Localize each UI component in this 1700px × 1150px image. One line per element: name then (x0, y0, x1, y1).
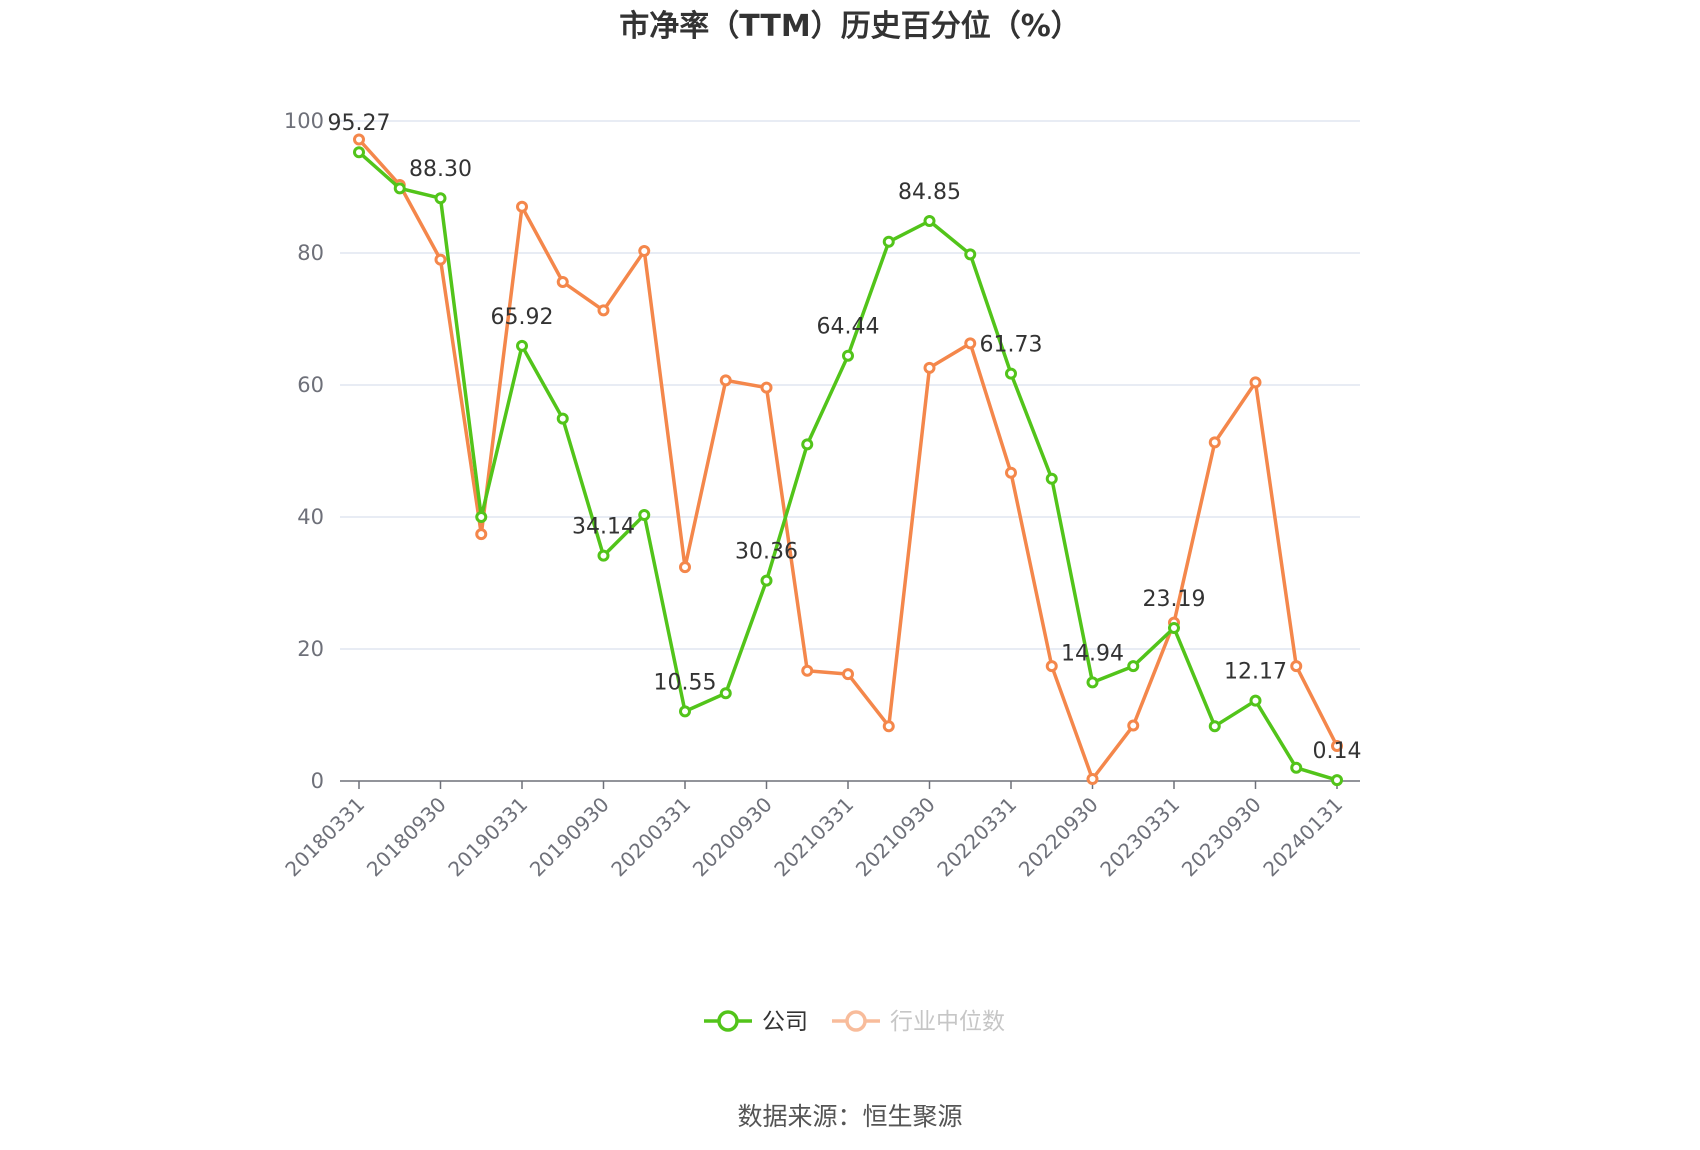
point-company[interactable] (1290, 761, 1303, 774)
point-company[interactable] (719, 687, 732, 700)
point-industry[interactable] (516, 200, 528, 213)
point-company[interactable] (1208, 720, 1221, 733)
data-label: 88.30 (409, 157, 472, 182)
data-label: 12.17 (1224, 660, 1287, 685)
point-industry[interactable] (1045, 660, 1058, 673)
data-label: 64.44 (817, 315, 880, 340)
x-tick-label: 20240131 (1258, 792, 1347, 881)
point-industry[interactable] (597, 304, 610, 317)
x-tick-label: 20200930 (688, 792, 777, 881)
point-industry[interactable] (1331, 740, 1343, 753)
point-company[interactable] (597, 549, 610, 562)
data-label: 30.36 (735, 540, 798, 565)
x-tick-label: 20210331 (769, 792, 858, 881)
legend-marker (717, 1010, 739, 1032)
point-industry[interactable] (1086, 773, 1099, 786)
point-industry[interactable] (842, 668, 854, 681)
point-company[interactable] (638, 509, 651, 522)
y-tick-label: 40 (297, 505, 324, 529)
point-industry[interactable] (964, 337, 977, 350)
point-company[interactable] (882, 235, 895, 248)
point-company[interactable] (353, 146, 365, 159)
legend-label: 行业中位数 (890, 1009, 1005, 1035)
point-industry[interactable] (760, 381, 773, 394)
point-company[interactable] (516, 339, 528, 352)
data-labels: 95.27 88.30 65.92 34.14 10.55 30.36 64.44 84.85… (328, 111, 1362, 764)
point-company[interactable] (1045, 472, 1058, 485)
legend-item-company[interactable]: 公司 (704, 1009, 808, 1035)
data-label: 23.19 (1143, 587, 1206, 612)
point-company[interactable] (1331, 774, 1343, 787)
x-tick-label: 20210930 (851, 792, 940, 881)
point-industry[interactable] (801, 664, 814, 677)
x-tick-label: 20230930 (1177, 792, 1266, 881)
data-label: 14.94 (1061, 641, 1124, 666)
x-tick-label: 20220331 (932, 792, 1021, 881)
y-tick-label: 0 (311, 769, 324, 793)
data-label: 84.85 (898, 180, 961, 205)
point-industry[interactable] (719, 374, 732, 387)
point-industry[interactable] (882, 720, 895, 733)
series-line-industry (357, 138, 1339, 781)
chart-title: 市净率（TTM）历史百分位（%） (619, 9, 1081, 44)
y-axis: 0 20 40 60 80 100 (284, 109, 324, 793)
point-industry[interactable] (923, 361, 936, 374)
y-tick-label: 20 (297, 637, 324, 661)
point-company[interactable] (1127, 660, 1140, 673)
point-company[interactable] (393, 182, 406, 195)
point-company[interactable] (923, 214, 936, 227)
x-tick-label: 20220930 (1014, 792, 1103, 881)
point-company[interactable] (679, 705, 691, 718)
data-label: 61.73 (980, 333, 1043, 358)
point-company[interactable] (1168, 621, 1180, 634)
series-line-company (357, 150, 1338, 782)
legend-item-industry[interactable]: 行业中位数 (832, 1009, 1005, 1035)
point-company[interactable] (434, 192, 447, 205)
point-company[interactable] (475, 511, 488, 523)
point-industry[interactable] (1208, 436, 1221, 449)
data-label: 95.27 (328, 111, 391, 136)
y-tick-label: 80 (297, 241, 324, 265)
data-label: 0.14 (1313, 739, 1362, 764)
point-company[interactable] (842, 349, 854, 362)
point-industry[interactable] (1249, 376, 1262, 389)
data-label: 34.14 (572, 515, 635, 540)
source-note: 数据来源：恒生聚源 (737, 1102, 962, 1131)
series-group (353, 133, 1343, 787)
point-company[interactable] (964, 248, 977, 261)
legend-label: 公司 (762, 1009, 808, 1035)
x-tick-label: 20190930 (525, 792, 614, 881)
point-industry[interactable] (679, 561, 691, 574)
point-company[interactable] (760, 574, 773, 587)
y-tick-label: 60 (297, 373, 324, 397)
legend-marker (845, 1010, 867, 1032)
y-tick-label: 100 (284, 109, 324, 133)
x-tick-label: 20200331 (606, 792, 695, 881)
point-industry[interactable] (1127, 719, 1140, 732)
point-company[interactable] (1086, 676, 1099, 689)
point-industry[interactable] (1290, 660, 1303, 673)
x-tick-label: 20230331 (1095, 792, 1184, 881)
x-tick-label: 20190331 (443, 792, 532, 881)
grid (340, 120, 1360, 650)
point-industry[interactable] (434, 253, 447, 266)
point-company[interactable] (801, 438, 814, 451)
point-industry[interactable] (475, 528, 488, 541)
point-company[interactable] (1249, 694, 1262, 707)
legend[interactable]: 公司 行业中位数 (704, 1009, 1005, 1035)
x-tick-label: 20180331 (280, 792, 369, 881)
x-axis: 2018033120180930201903312019093020200331… (280, 780, 1360, 881)
data-label: 65.92 (491, 305, 554, 330)
x-tick-label: 20180930 (362, 792, 451, 881)
point-industry[interactable] (638, 245, 651, 258)
point-company[interactable] (1005, 367, 1017, 380)
point-industry[interactable] (1005, 466, 1017, 479)
point-industry[interactable] (353, 133, 365, 146)
point-industry[interactable] (556, 276, 569, 289)
data-label: 10.55 (654, 670, 717, 695)
point-company[interactable] (556, 412, 569, 425)
